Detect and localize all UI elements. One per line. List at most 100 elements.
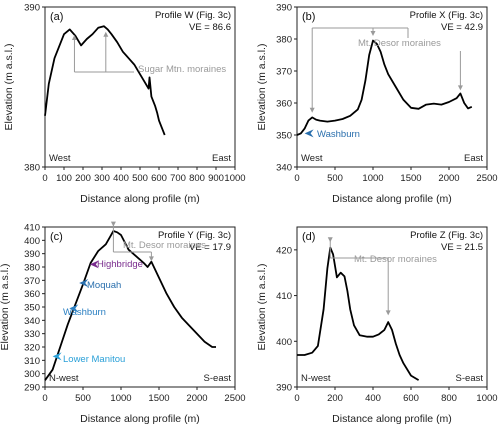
panel-d-xlabel: Distance along profile (m) [332,413,452,425]
panel-c-annotation-washburn: Washburn [63,307,106,318]
panel-a-left-label: West [49,153,71,164]
panel-c-y-tick-label: 400 [24,236,40,247]
panel-d-y-tick-label: 420 [276,245,292,256]
panel-c-y-tick-label: 350 [24,303,40,314]
panel-c-y-tick-label: 340 [24,316,40,327]
panel-a-ve: VE = 86.6 [189,22,231,33]
panel-c-x-tick-label: 0 [42,393,47,404]
panel-d-x-tick-label: 200 [327,393,343,404]
panel-a-xlabel: Distance along profile (m) [80,193,200,205]
panel-d-annotation-mt-desor-moraines: Mt. Desor moraines [354,254,437,265]
panel-a-x-tick-label: 500 [132,173,148,184]
panel-b-right-label: East [464,153,483,164]
panel-b-annotation-mt-desor-moraines-arrowhead [370,31,376,36]
panel-d-left-label: N-west [301,373,331,384]
panel-c-x-tick-label: 2500 [224,393,245,404]
panel-c-annotation-moquah: Moquah [87,280,121,291]
panel-a-ylabel: Elevation (m a.s.l.) [3,44,15,131]
panel-a-x-tick-label: 400 [113,173,129,184]
panel-b-ve: VE = 42.9 [441,22,483,33]
panel-c-y-tick-label: 410 [24,223,40,234]
panel-b-annotation-mt-desor-moraines-arrowhead [457,85,463,91]
panel-c-annotation-highbridge: Highbridge [97,259,143,270]
panel-d-y-tick-label: 390 [276,383,292,394]
panel-c-profile-line [44,230,216,381]
panel-b-annotation-washburn-arrow [304,129,314,138]
panel-b-y-tick-label: 390 [276,3,292,14]
panel-a-x-tick-label: 1000 [224,173,245,184]
panel-c-y-tick-label: 330 [24,329,40,340]
panel-c-y-tick-label: 360 [24,289,40,300]
panel-b-y-tick-label: 380 [276,35,292,46]
panel-c-ylabel: Elevation (m a.s.l.) [0,264,11,351]
panel-c-y-tick-label: 290 [24,383,40,394]
panel-d-frame [296,226,488,388]
panel-d-y-tick-label: 400 [276,337,292,348]
panel-c-annotation-highbridge-arrow [89,260,99,269]
panel-c-annotation-mt-desor-moraines-arrowhead [110,221,116,227]
panel-a-x-tick-label: 300 [94,173,110,184]
panel-d-ve: VE = 21.5 [441,242,483,253]
panel-a-right-label: East [212,153,231,164]
panel-b-y-tick-label: 340 [276,163,292,174]
panel-d-x-tick-label: 0 [294,393,299,404]
panel-c-profile-title: Profile Y (Fig. 3c) [158,230,231,241]
panel-a-y-tick-label: 390 [24,3,40,14]
panel-a-x-tick-label: 200 [75,173,91,184]
panel-b-annotation-mt-desor-moraines-arrowhead [309,107,315,113]
panel-b-x-tick-label: 2500 [476,173,497,184]
panel-a-x-tick-label: 700 [170,173,186,184]
panel-d-right-label: S-east [456,373,484,384]
panel-d-annotation-mt-desor-moraines-arrowhead [385,310,391,316]
panel-c-x-tick-label: 1000 [110,393,131,404]
panel-c-annotation-moquah-arrow [79,279,89,287]
panel-c-annotation-mt-desor-moraines: Mt. Desor moraines [123,240,206,251]
panel-b-ylabel: Elevation (m a.s.l.) [256,44,268,131]
panel-b-y-tick-label: 360 [276,99,292,110]
panel-d-annotation-mt-desor-moraines-arrowhead [327,237,333,243]
panel-b-x-tick-label: 2000 [438,173,459,184]
panel-b-annotation-mt-desor-moraines: Mt. Desor moraines [358,38,441,49]
panel-b-xlabel: Distance along profile (m) [332,193,452,205]
panel-b-left-label: West [301,153,323,164]
panel-c-y-tick-label: 320 [24,343,40,354]
panel-c-annotation-mt-desor-moraines-arrowhead [148,256,154,262]
panel-a-annotation-sugar-mtn-moraines-arrowhead [103,31,109,37]
panel-b-label: (b) [302,11,315,23]
panel-d-y-tick-label: 410 [276,291,292,302]
panel-a-x-tick-label: 900 [208,173,224,184]
panel-b-annotation-washburn: Washburn [317,129,360,140]
panel-d-x-tick-label: 800 [441,393,457,404]
panel-c-xlabel: Distance along profile (m) [80,413,200,425]
panel-d-x-tick-label: 600 [403,393,419,404]
panel-b: (b) Profile X (Fig. 3c) VE = 42.9 West E… [256,6,488,205]
panel-a-profile-line [44,25,166,136]
panel-c-label: (c) [50,231,63,243]
panel-c-left-label: N-west [49,373,79,384]
panel-b-profile-line [296,39,473,136]
panel-a: (a) Profile W (Fig. 3c) VE = 86.6 West E… [3,6,236,205]
panel-c-y-tick-label: 370 [24,276,40,287]
panel-c-annotation-lower-manitou: Lower Manitou [63,354,125,365]
panel-c-y-tick-label: 390 [24,249,40,260]
panel-a-profile-title: Profile W (Fig. 3c) [155,10,231,21]
chart-marks: 0 100 200 300 400 500 600 700 800 900 1000380390Su… [24,3,497,405]
panel-a-x-tick-label: 800 [189,173,205,184]
panel-b-x-tick-label: 0 [294,173,299,184]
panel-a-label: (a) [50,11,63,23]
panel-c-annotation-washburn-arrow [69,304,79,313]
panel-b-y-tick-label: 350 [276,131,292,142]
panel-a-x-tick-label: 100 [56,173,72,184]
panel-c-right-label: S-east [204,373,232,384]
panel-b-frame [296,6,488,168]
panel-b-y-tick-label: 370 [276,67,292,78]
panel-d-profile-line [297,246,420,381]
panel-a-x-tick-label: 0 [42,173,47,184]
panel-d-profile-title: Profile Z (Fig. 3c) [410,230,483,241]
panel-d-ylabel: Elevation (m a.s.l.) [256,264,268,351]
panel-a-annotation-sugar-mtn-moraines: Sugar Mtn. moraines [138,64,226,75]
panel-c-y-tick-label: 380 [24,263,40,274]
panel-c-ve: VE = 17.9 [189,242,231,253]
panel-c-y-tick-label: 310 [24,356,40,367]
